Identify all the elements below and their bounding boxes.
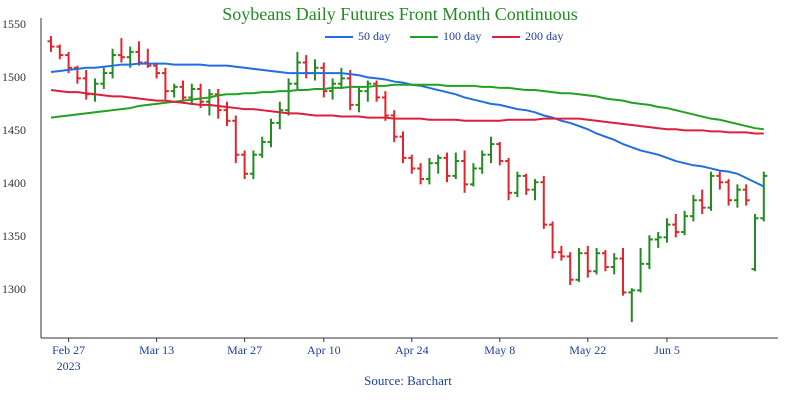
- legend-label: 200 day: [525, 29, 563, 43]
- x-tick-label: Mar 27: [227, 343, 262, 357]
- moving-average-line: [50, 83, 764, 131]
- legend-label: 100 day: [443, 29, 481, 43]
- x-tick-year: 2023: [57, 359, 81, 373]
- x-tick-label: Apr 24: [395, 343, 429, 357]
- y-tick-label: 1450: [2, 123, 26, 137]
- x-tick-label: Jun 5: [654, 343, 680, 357]
- y-tick-label: 1400: [2, 176, 26, 190]
- y-tick-label: 1350: [2, 229, 26, 243]
- y-tick-label: 1550: [2, 17, 26, 31]
- x-tick-label: Apr 10: [307, 343, 341, 357]
- x-tick-label: May 22: [569, 343, 606, 357]
- chart-title: Soybeans Daily Futures Front Month Conti…: [222, 4, 578, 24]
- y-tick-label: 1300: [2, 282, 26, 296]
- y-tick-label: 1500: [2, 70, 26, 84]
- moving-average-line: [50, 89, 764, 135]
- x-tick-label: Mar 13: [139, 343, 174, 357]
- x-tick-label: May 8: [484, 343, 515, 357]
- source: Source: Barchart: [364, 373, 452, 388]
- moving-average-line: [50, 62, 765, 188]
- legend-label: 50 day: [358, 29, 390, 43]
- x-tick-label: Feb 27: [52, 343, 85, 357]
